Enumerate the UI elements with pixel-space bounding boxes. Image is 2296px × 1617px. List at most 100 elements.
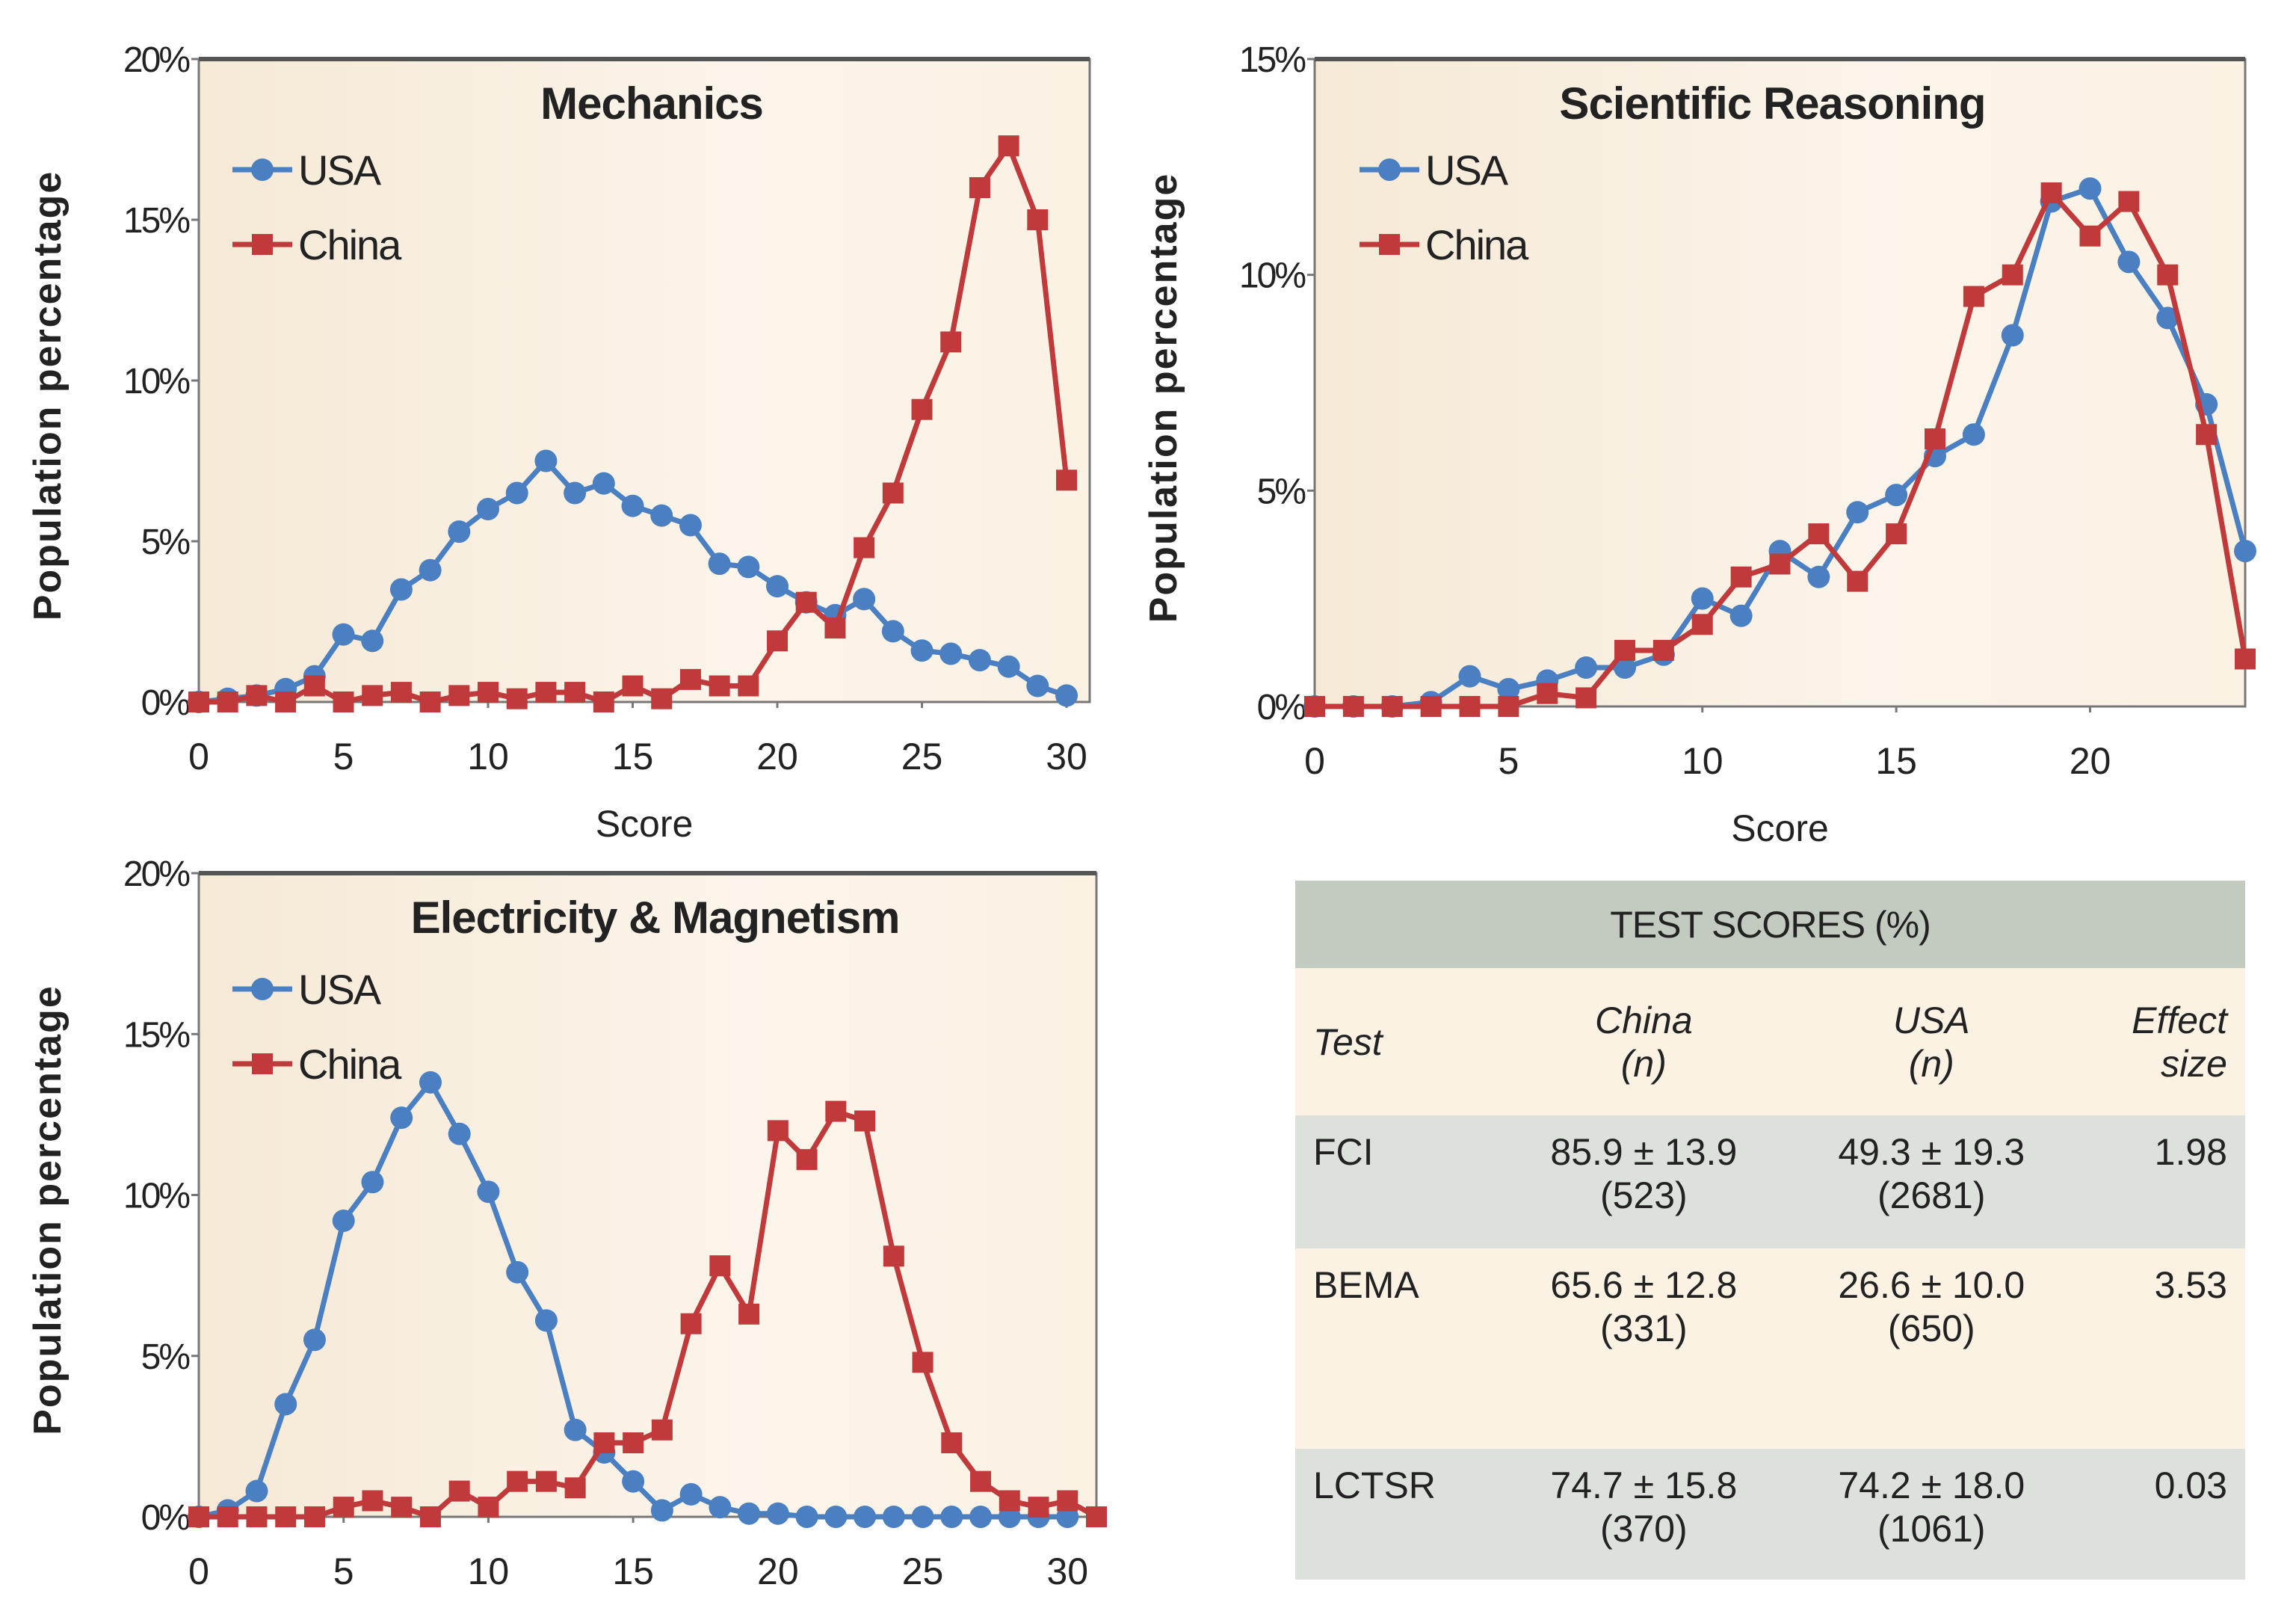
x-tick-label: 25 (902, 1550, 944, 1592)
y-tick-label: 0% (1257, 688, 1306, 727)
data-point-china (303, 1506, 325, 1527)
cell-usa: 74.2 ± 18.0 (1061) (1838, 1464, 2025, 1550)
data-point-usa (708, 552, 731, 576)
data-point-china (333, 1497, 354, 1518)
data-point-usa (419, 558, 442, 582)
data-point-usa (1026, 674, 1049, 697)
data-point-usa (1846, 501, 1869, 524)
data-point-usa (939, 642, 963, 665)
x-tick-label: 15 (1875, 740, 1917, 782)
data-point-china (333, 692, 354, 712)
x-tick-label: 20 (2070, 740, 2111, 782)
col-header-test: Test (1313, 1020, 1383, 1063)
x-tick-label: 10 (1682, 740, 1723, 782)
data-point-china (767, 630, 789, 652)
data-point-usa (969, 1506, 993, 1528)
cell-test: LCTSR (1313, 1464, 1436, 1506)
data-point-usa (564, 481, 587, 505)
data-point-usa (1885, 484, 1908, 507)
x-tick-label: 20 (756, 736, 798, 777)
chart-scientific-reasoning: 0% 5% 10% 15% 0 5 10 15 20 Score Population percen… (1142, 40, 2256, 849)
data-point-china (940, 331, 962, 353)
data-point-usa (766, 575, 789, 598)
data-point-usa (419, 1071, 442, 1094)
chart-title: Mechanics (540, 78, 763, 129)
cell-effect-size: 3.53 (2154, 1264, 2227, 1306)
data-point-usa (390, 1106, 413, 1130)
legend-label-usa: USA (1425, 147, 1509, 194)
data-point-usa (998, 1506, 1021, 1528)
data-point-china (2079, 225, 2101, 247)
data-point-china (535, 1470, 557, 1492)
data-point-china (854, 537, 875, 558)
table-column-headers: Test China (n) USA (n) Effect size (1295, 968, 2245, 1115)
data-point-china (651, 1419, 673, 1441)
data-point-china (679, 668, 701, 690)
cell-usa: 49.3 ± 19.3 (2681) (1838, 1131, 2025, 1216)
data-point-usa (448, 520, 471, 543)
data-point-china (623, 1432, 644, 1453)
data-point-china (217, 692, 238, 712)
data-point-usa (824, 1506, 848, 1528)
data-point-china (709, 675, 730, 697)
data-point-usa (2079, 177, 2102, 200)
table-title: TEST SCORES (%) (1295, 881, 2245, 968)
data-point-usa (1962, 423, 1985, 446)
test-scores-table: TEST SCORES (%) Test China (n) USA (n) Eff… (1295, 881, 2245, 1580)
data-point-china (999, 1490, 1020, 1512)
x-tick-label: 5 (333, 736, 354, 777)
table-row: LCTSR 74.7 ± 15.8 (370) 74.2 ± 18.0 (1061)… (1295, 1449, 2245, 1580)
data-point-usa (679, 514, 702, 537)
data-point-usa (1807, 565, 1830, 588)
data-point-usa (332, 623, 355, 646)
data-point-china (1498, 696, 1519, 717)
data-point-usa (1614, 656, 1636, 680)
data-point-usa (795, 1506, 818, 1528)
data-point-china (362, 685, 383, 706)
data-point-usa (332, 1209, 355, 1232)
x-axis-label: Score (1731, 807, 1829, 849)
data-point-china (390, 682, 412, 703)
data-point-usa (940, 1506, 963, 1528)
data-point-china (188, 1506, 209, 1527)
data-point-china (709, 1255, 731, 1277)
x-tick-label: 0 (188, 736, 209, 777)
data-point-usa (1458, 665, 1481, 688)
data-point-china (1652, 639, 1674, 661)
cell-effect-size: 1.98 (2154, 1131, 2227, 1173)
data-point-usa (1729, 604, 1753, 627)
data-point-china (246, 685, 268, 706)
data-point-china (796, 1149, 818, 1171)
table-row: FCI 85.9 ± 13.9 (523) 49.3 ± 19.3 (2681) 1… (1295, 1115, 2245, 1248)
data-point-usa (303, 1328, 326, 1352)
x-tick-label: 0 (1304, 740, 1325, 782)
data-point-usa (505, 481, 528, 505)
data-point-china (970, 1470, 992, 1492)
x-tick-label: 5 (1498, 740, 1519, 782)
data-point-usa (766, 1502, 789, 1525)
data-point-china (1808, 523, 1830, 545)
chart-title: Scientific Reasoning (1559, 78, 1985, 129)
y-tick-label: 10% (123, 362, 189, 401)
data-point-china (478, 682, 499, 703)
data-point-china (824, 617, 846, 639)
data-point-china (825, 1100, 847, 1122)
data-point-china (1963, 286, 1984, 307)
col-header-china: China (n) (1595, 999, 1693, 1085)
legend-label-china: China (298, 1041, 402, 1088)
data-point-usa (361, 629, 384, 653)
cell-test: BEMA (1313, 1264, 1419, 1306)
data-point-china (1730, 566, 1752, 588)
y-tick-label: 0% (141, 683, 190, 723)
data-point-china (275, 692, 297, 712)
legend-marker-usa (1378, 158, 1401, 181)
legend-label-usa: USA (298, 966, 382, 1013)
data-point-china (1381, 696, 1403, 717)
data-point-usa (448, 1122, 471, 1145)
cell-effect-size: 0.03 (2154, 1464, 2227, 1506)
data-point-china (188, 692, 209, 712)
data-point-china (680, 1313, 702, 1334)
data-point-china (217, 1506, 238, 1527)
data-point-usa (274, 1393, 297, 1416)
data-point-china (767, 1120, 789, 1142)
